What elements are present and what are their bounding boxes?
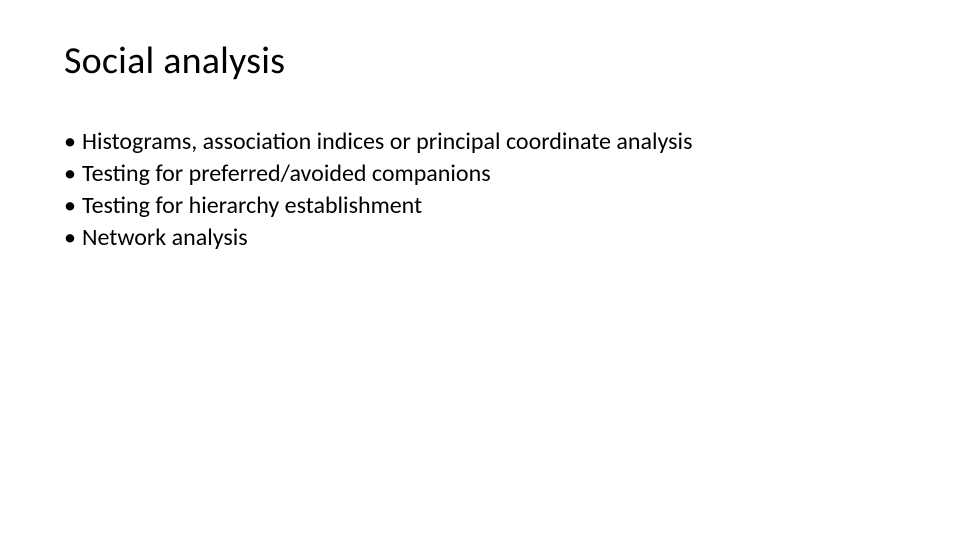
slide-title: Social analysis xyxy=(64,38,896,84)
bullet-item: Histograms, association indices or princ… xyxy=(64,126,896,158)
bullet-item: Testing for preferred/avoided companions xyxy=(64,158,896,190)
bullet-list: Histograms, association indices or princ… xyxy=(64,126,896,254)
bullet-item: Testing for hierarchy establishment xyxy=(64,190,896,222)
bullet-item: Network analysis xyxy=(64,222,896,254)
slide-container: Social analysis Histograms, association … xyxy=(0,0,960,540)
